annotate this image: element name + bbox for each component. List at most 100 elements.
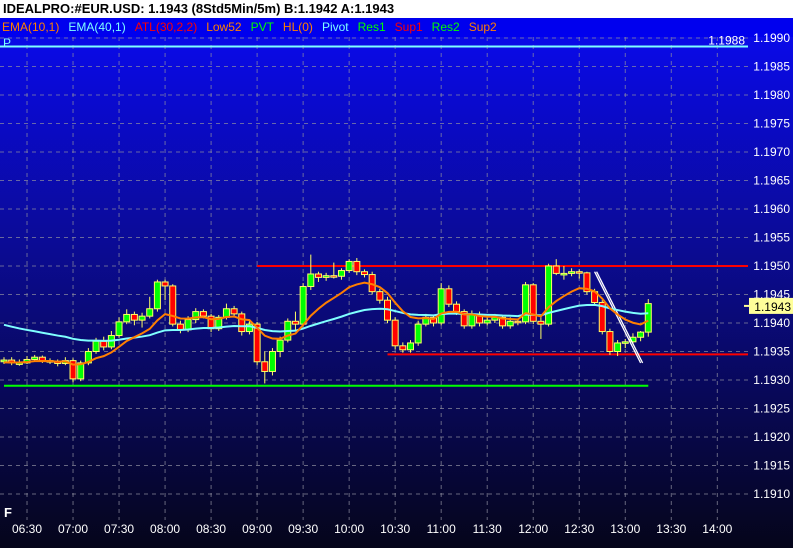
candle-body — [360, 271, 368, 276]
last-price-tag — [749, 297, 793, 314]
candle-body — [644, 303, 652, 333]
candle-body — [453, 303, 461, 313]
y-tick-label: 1.1980 — [753, 88, 790, 102]
last-price-label: 1.1943 — [754, 300, 791, 314]
x-tick-label: 07:00 — [58, 522, 88, 536]
candle-body — [115, 321, 123, 337]
candle-body — [215, 316, 223, 330]
y-tick-label: 1.1990 — [753, 31, 790, 45]
legend-item[interactable]: EMA(10,1) — [2, 20, 60, 34]
x-tick-label: 08:30 — [196, 522, 226, 536]
window-title: IDEALPRO:#EUR.USD: 1.1943 (8Std5Min/5m) … — [0, 0, 793, 18]
legend-item[interactable]: EMA(40,1) — [68, 20, 126, 34]
candle-body — [192, 311, 200, 321]
candle-body — [153, 281, 161, 310]
candle-body — [337, 270, 345, 277]
candle-body — [522, 284, 530, 323]
x-tick-label: 14:00 — [702, 522, 732, 536]
y-tick-label: 1.1985 — [753, 60, 790, 74]
x-tick-label: 12:00 — [518, 522, 548, 536]
legend-item[interactable]: HL(0) — [282, 20, 313, 34]
ema-lines — [3, 281, 649, 366]
candle-body — [468, 313, 476, 327]
y-tick-label: 1.1955 — [753, 231, 790, 245]
x-tick-label: 13:00 — [610, 522, 640, 536]
candle-body — [537, 320, 545, 325]
indicator-legend: EMA(10,1) EMA(40,1) ATL(30,2,2) Low52 PVT HL(… — [2, 18, 506, 36]
candle-body — [506, 320, 514, 327]
x-tick-label: 08:00 — [150, 522, 180, 536]
candle-body — [261, 361, 269, 372]
x-tick-label: 10:30 — [380, 522, 410, 536]
legend-item[interactable]: PVT — [250, 20, 274, 34]
candle-body — [230, 308, 238, 315]
x-tick-label: 10:00 — [334, 522, 364, 536]
candle-body — [353, 260, 361, 273]
candle-body — [614, 342, 622, 353]
candle-body — [560, 272, 568, 276]
candle-body — [575, 271, 583, 274]
candle-body — [552, 265, 560, 274]
legend-item[interactable]: ATL(30,2,2) — [134, 20, 198, 34]
x-tick-label: 07:30 — [104, 522, 134, 536]
candle-body — [330, 275, 338, 278]
candle-body — [0, 359, 8, 363]
y-tick-label: 1.1940 — [753, 316, 790, 330]
candle-body — [499, 316, 507, 327]
candle-body — [291, 320, 299, 325]
candle-body — [345, 260, 353, 272]
candle-body — [307, 273, 315, 288]
bottom-marker: F — [4, 505, 12, 520]
candle-body — [568, 271, 576, 274]
candle-body — [483, 319, 491, 324]
candle-body — [92, 340, 100, 352]
y-tick-label: 1.1965 — [753, 174, 790, 188]
candle-body — [606, 331, 614, 352]
level-lines: 1.1988 — [0, 34, 748, 387]
candle-body — [414, 323, 422, 344]
candle-body — [138, 315, 146, 321]
x-tick-label: 13:30 — [656, 522, 686, 536]
legend-item[interactable]: Pivot — [321, 20, 349, 34]
candle-body — [169, 285, 177, 325]
trend-line — [594, 271, 642, 364]
candle-body — [314, 273, 322, 278]
candle-body — [376, 291, 384, 301]
candle-body — [437, 288, 445, 324]
x-tick-label: 09:00 — [242, 522, 272, 536]
candle-body — [529, 284, 537, 322]
x-tick-label: 06:30 — [12, 522, 42, 536]
candle-body — [253, 323, 261, 363]
candle-body — [146, 308, 154, 317]
candle-body — [637, 331, 645, 338]
pivot-marker: P — [3, 36, 11, 50]
y-tick-label: 1.1930 — [753, 373, 790, 387]
x-tick-label: 09:30 — [288, 522, 318, 536]
y-tick-label: 1.1915 — [753, 459, 790, 473]
candle-body — [514, 320, 522, 324]
candle-body — [629, 336, 637, 343]
y-tick-label: 1.1960 — [753, 202, 790, 216]
y-tick-label: 1.1920 — [753, 430, 790, 444]
legend-item[interactable]: Sup1 — [394, 20, 423, 34]
axes: 1.1990 1.1985 1.1980 1.1975 1.1970 1.1965 1.19… — [12, 31, 793, 536]
legend-item[interactable]: Low52 — [206, 20, 242, 34]
pivot-label: 1.1988 — [708, 34, 745, 48]
y-tick-label: 1.1935 — [753, 345, 790, 359]
legend-item[interactable]: Sup2 — [468, 20, 497, 34]
candle-body — [100, 340, 108, 348]
candle-body — [399, 345, 407, 351]
price-chart[interactable]: 1.1988 1.19901.19851.19801.19751.19701.1… — [0, 18, 793, 548]
candle-body — [460, 311, 468, 327]
candle-body — [299, 286, 307, 325]
candle-body — [583, 272, 591, 293]
x-tick-label: 11:30 — [473, 522, 502, 536]
legend-strip — [0, 18, 793, 37]
candle-body — [123, 313, 131, 323]
candle-body — [276, 339, 284, 353]
ema10-line — [3, 281, 649, 366]
legend-item[interactable]: Res2 — [431, 20, 460, 34]
legend-item[interactable]: Res1 — [357, 20, 386, 34]
candle-body — [77, 362, 85, 380]
y-tick-label: 1.1975 — [753, 117, 790, 131]
